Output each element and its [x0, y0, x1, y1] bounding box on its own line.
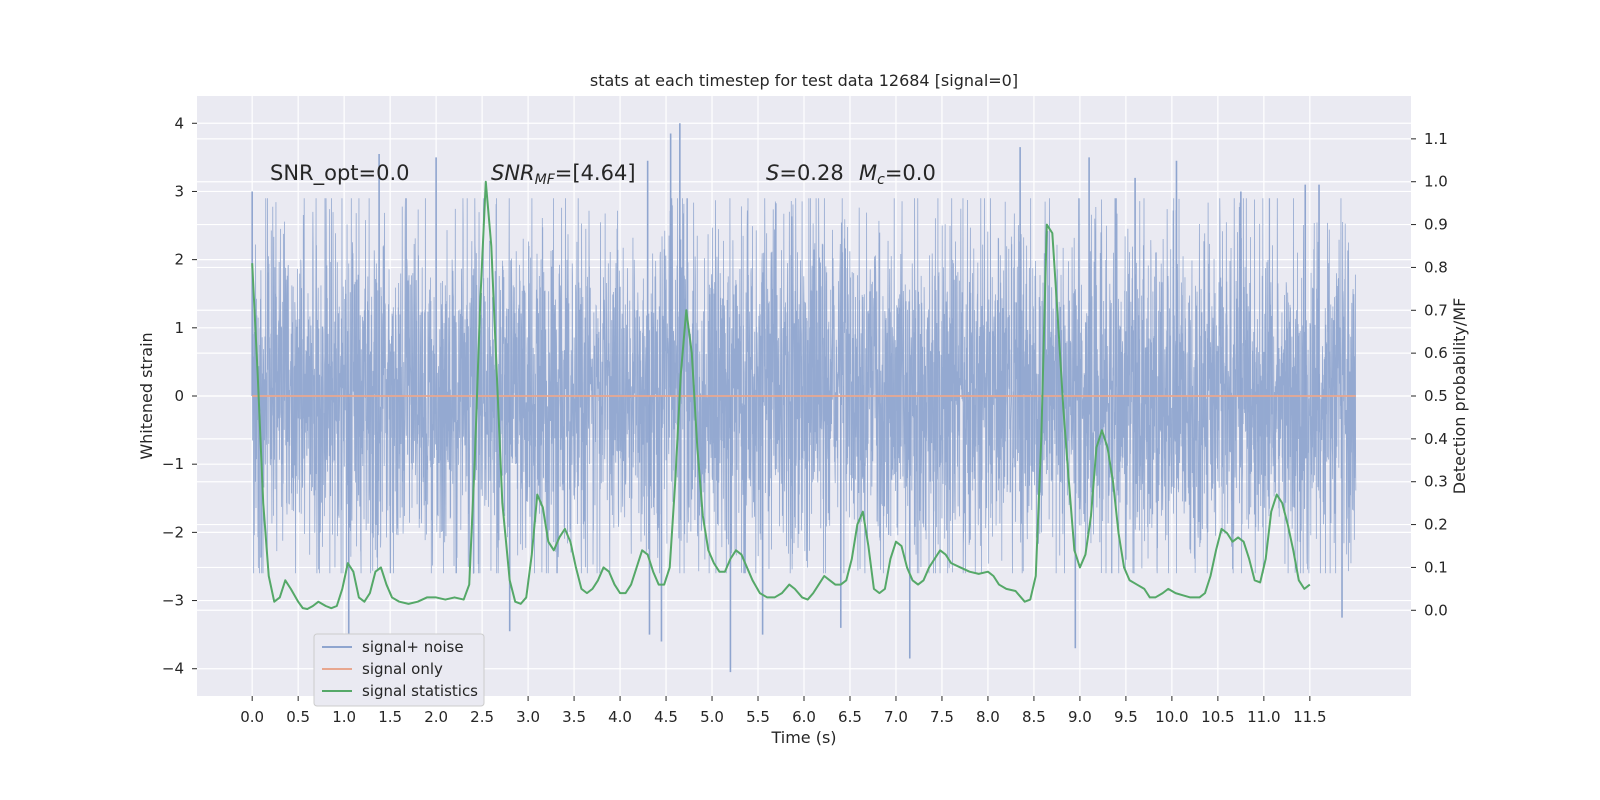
right-y-tick-label: 0.5	[1424, 387, 1448, 405]
annotation-mc: Mc=0.0	[859, 161, 936, 188]
x-tick-label: 4.5	[654, 708, 678, 726]
x-tick-label: 9.5	[1114, 708, 1138, 726]
x-tick-label: 2.5	[470, 708, 494, 726]
x-tick-label: 3.0	[516, 708, 540, 726]
annotation-snr-mf-sub: MF	[535, 172, 556, 188]
signal-noise-series	[251, 123, 1357, 673]
annotation-s: S=0.28	[766, 161, 844, 185]
x-tick-label: 0.5	[286, 708, 310, 726]
x-tick-label: 1.0	[332, 708, 356, 726]
x-tick-label: 7.5	[930, 708, 954, 726]
x-tick-label: 11.0	[1247, 708, 1280, 726]
x-tick-label: 10.0	[1155, 708, 1188, 726]
x-tick-label: 4.0	[608, 708, 632, 726]
annotation-s-value: =0.28	[779, 161, 843, 185]
x-tick-label: 11.5	[1293, 708, 1326, 726]
x-axis-ticks: 0.0 0.5 1.0 1.5 2.0 2.5 3.0 3.5 4.0 4.5 5.0 5.5 6.0 6…	[240, 696, 1327, 726]
annotation-snr-mf: SNRMF=[4.64]	[491, 161, 636, 188]
x-tick-label: 10.5	[1201, 708, 1234, 726]
x-tick-label: 6.0	[792, 708, 816, 726]
x-tick-label: 3.5	[562, 708, 586, 726]
right-y-tick-label: 0.4	[1424, 430, 1448, 448]
annotation-snr-mf-main: SNR	[491, 161, 535, 185]
right-y-axis-label: Detection probability/MF	[1450, 298, 1469, 495]
legend-label-signal-only: signal only	[362, 660, 443, 678]
signal-statistics-series	[251, 180, 1311, 610]
left-y-tick-label: 0	[174, 387, 184, 405]
x-tick-label: 5.0	[700, 708, 724, 726]
signal-statistics-line	[251, 180, 1311, 610]
left-y-tick-label: −4	[162, 660, 184, 678]
right-y-tick-label: 0.7	[1424, 301, 1448, 319]
right-y-tick-label: 1.1	[1424, 130, 1448, 148]
right-y-tick-label: 0.2	[1424, 516, 1448, 534]
x-tick-label: 0.0	[240, 708, 264, 726]
left-y-tick-label: 2	[174, 251, 184, 269]
left-y-tick-label: 4	[174, 114, 184, 132]
x-tick-label: 5.5	[746, 708, 770, 726]
chart-title: stats at each timestep for test data 126…	[590, 71, 1018, 90]
x-tick-label: 6.5	[838, 708, 862, 726]
legend-label-signal-noise: signal+ noise	[362, 638, 464, 656]
annotation-mc-main: M	[859, 161, 877, 185]
x-axis-label: Time (s)	[770, 728, 836, 747]
left-y-tick-label: 3	[174, 182, 184, 200]
x-tick-label: 1.5	[378, 708, 402, 726]
x-tick-label: 2.0	[424, 708, 448, 726]
x-tick-label: 8.5	[1022, 708, 1046, 726]
right-y-tick-label: 1.0	[1424, 173, 1448, 191]
right-y-tick-label: 0.0	[1424, 601, 1448, 619]
annotation-snr-mf-value: =[4.64]	[555, 161, 636, 185]
annotation-mc-value: =0.0	[885, 161, 936, 185]
x-tick-label: 7.0	[884, 708, 908, 726]
right-y-tick-label: 0.9	[1424, 216, 1448, 234]
right-y-axis-ticks: 0.0 0.1 0.2 0.3 0.4 0.5 0.6 0.7 0.8 0.9 1.0 1.1	[1411, 130, 1448, 619]
legend-box	[313, 633, 485, 707]
right-y-tick-label: 0.8	[1424, 258, 1448, 276]
annotation-mc-sub: c	[877, 172, 885, 188]
left-y-tick-label: −2	[162, 523, 184, 541]
right-y-tick-label: 0.1	[1424, 558, 1448, 576]
x-tick-label: 9.0	[1068, 708, 1092, 726]
left-y-tick-label: 1	[174, 319, 184, 337]
left-y-axis-ticks: −4 −3 −2 −1 0 1 2 3 4	[162, 114, 197, 678]
annotation-s-main: S	[766, 161, 779, 185]
left-y-tick-label: −1	[162, 455, 184, 473]
right-y-tick-label: 0.3	[1424, 473, 1448, 491]
left-y-axis-label: Whitened strain	[137, 332, 156, 459]
legend-label-signal-statistics: signal statistics	[362, 682, 478, 700]
annotation-snr-opt: SNR_opt=0.0	[270, 161, 410, 186]
x-tick-label: 8.0	[976, 708, 1000, 726]
legend: signal+ noise signal only signal statist…	[313, 633, 485, 707]
right-y-tick-label: 0.6	[1424, 344, 1448, 362]
left-y-tick-label: −3	[162, 592, 184, 610]
